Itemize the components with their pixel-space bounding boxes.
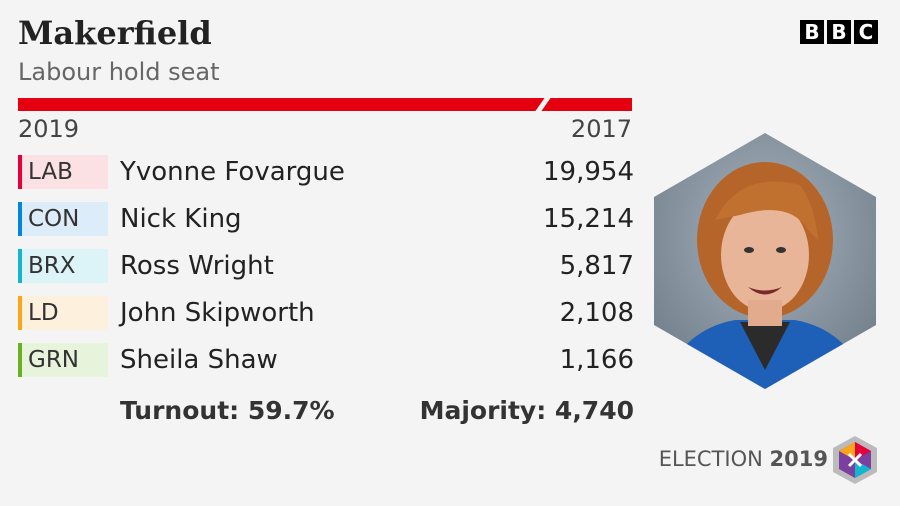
election-word: ELECTION bbox=[658, 447, 763, 471]
vote-count: 19,954 bbox=[543, 157, 634, 187]
candidate-name: Nick King bbox=[120, 204, 242, 234]
bbc-logo-letter: B bbox=[800, 20, 824, 44]
party-stripe bbox=[18, 155, 22, 189]
party-label: LAB bbox=[18, 155, 108, 189]
election-label: ELECTION 2019 bbox=[659, 447, 828, 471]
majority: Majority: 4,740 bbox=[419, 396, 634, 425]
candidate-name: John Skipworth bbox=[120, 298, 315, 328]
vote-count: 1,166 bbox=[559, 345, 634, 375]
election-year: 2019 bbox=[769, 447, 828, 471]
subtitle: Labour hold seat bbox=[18, 58, 220, 86]
result-bar bbox=[18, 98, 632, 111]
candidate-name: Sheila Shaw bbox=[120, 345, 278, 375]
year-left: 2019 bbox=[18, 115, 80, 143]
party-stripe bbox=[18, 249, 22, 283]
candidate-name: Yvonne Fovargue bbox=[120, 157, 345, 187]
party-stripe bbox=[18, 343, 22, 377]
vote-count: 5,817 bbox=[559, 251, 634, 281]
party-stripe bbox=[18, 296, 22, 330]
party-label: GRN bbox=[18, 343, 108, 377]
party-label: BRX bbox=[18, 249, 108, 283]
candidate-name: Ross Wright bbox=[120, 251, 274, 281]
title: Makerfield bbox=[18, 14, 212, 52]
turnout: Turnout: 59.7% bbox=[120, 396, 335, 425]
party-label: CON bbox=[18, 202, 108, 236]
party-stripe bbox=[18, 202, 22, 236]
year-right: 2017 bbox=[570, 115, 632, 143]
bbc-logo-letter: C bbox=[854, 20, 878, 44]
vote-count: 15,214 bbox=[543, 204, 634, 234]
candidate-photo bbox=[654, 133, 876, 389]
election-logo bbox=[833, 436, 877, 484]
vote-count: 2,108 bbox=[559, 298, 634, 328]
bbc-logo-letter: B bbox=[827, 20, 851, 44]
party-label: LD bbox=[18, 296, 108, 330]
